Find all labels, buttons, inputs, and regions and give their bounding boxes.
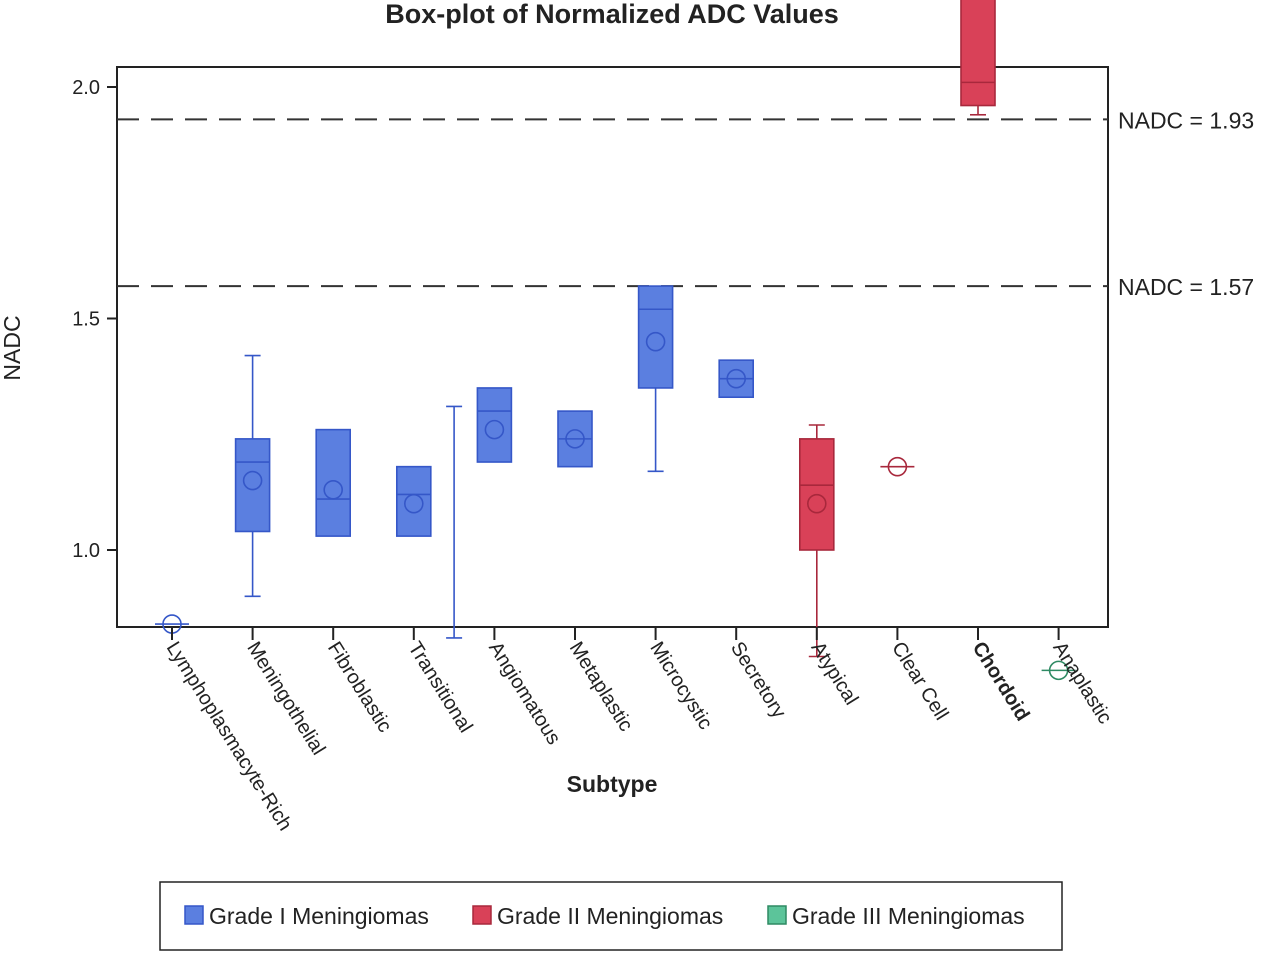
legend-swatch	[472, 905, 492, 925]
y-tick-label: 1.0	[72, 540, 100, 562]
box-iqr	[476, 387, 513, 463]
x-tick-label: Chordoid	[968, 638, 1034, 725]
box-iqr	[960, 0, 996, 107]
y-axis: 1.01.52.02.53.0	[72, 77, 117, 562]
box-mean-marker	[403, 493, 424, 514]
x-tick-label: Microcystic	[645, 638, 716, 734]
reference-line-label: NADC = 1.93	[1118, 107, 1254, 133]
box-iqr	[315, 428, 352, 537]
box-mean-marker	[242, 470, 263, 491]
y-tick-label: 1.5	[72, 309, 100, 331]
x-tick-label: Transitional	[404, 638, 477, 737]
plot-frame	[116, 66, 1109, 628]
x-tick-label: Meningothelial	[242, 638, 329, 759]
box-mean-marker	[806, 493, 827, 514]
legend-swatch	[767, 905, 787, 925]
box-mean-marker	[323, 480, 344, 500]
x-axis-title: Subtype	[567, 771, 658, 797]
x-tick-label: Angiomatous	[484, 638, 565, 749]
box-iqr	[234, 438, 271, 533]
legend-label: Grade I Meningiomas	[209, 903, 429, 929]
box-iqr	[395, 465, 432, 537]
y-axis-title: NADC	[0, 315, 25, 380]
reference-lines: NADC = 1.93 NADC = 1.57	[117, 107, 1254, 300]
box-iqr	[637, 285, 674, 389]
reference-line-label: NADC = 1.57	[1118, 274, 1254, 300]
box-mean-marker	[484, 419, 505, 440]
legend-frame	[159, 881, 1063, 951]
x-tick-label: Metaplastic	[565, 638, 637, 735]
x-tick-label: Secretory	[726, 638, 790, 722]
box-mean-marker	[565, 429, 585, 449]
legend-label: Grade II Meningiomas	[497, 903, 723, 929]
legend: Grade I Meningiomas Grade II Meningiomas G…	[184, 903, 1025, 929]
legend-label: Grade III Meningiomas	[792, 903, 1025, 929]
box-series	[155, 0, 1076, 681]
chart-title: Box-plot of Normalized ADC Values	[385, 0, 839, 29]
box-mean-marker	[1048, 660, 1069, 681]
box-mean-marker	[887, 456, 908, 477]
box-mean-marker	[726, 368, 747, 389]
x-axis: Lymphoplasmacyte-RichMeningothelialFibro…	[162, 627, 1116, 835]
legend-swatch	[184, 905, 204, 925]
x-tick-label: Fibroblastic	[323, 638, 396, 736]
y-tick-label: 2.0	[72, 77, 100, 99]
x-tick-label: Anaplastic	[1048, 638, 1116, 728]
box-mean-marker	[645, 331, 666, 352]
x-tick-label: Clear Cell	[887, 638, 952, 724]
x-tick-label: Atypical	[807, 638, 863, 709]
